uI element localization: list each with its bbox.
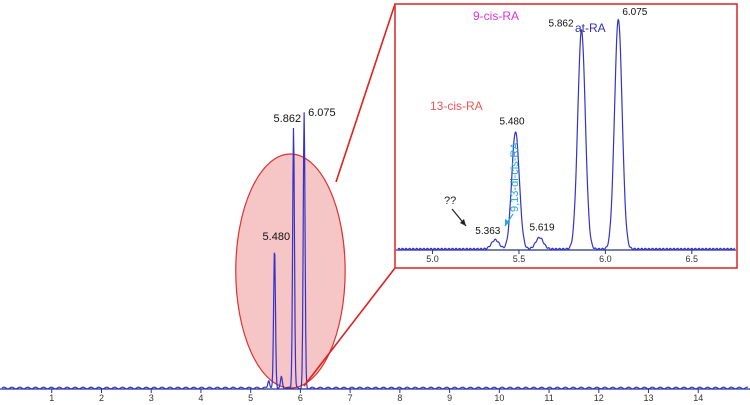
inset-chromatogram: 5.0 5.5 6.0 6.5 5.363 5.480 5.619 5.862 6.075 9… [394,3,738,269]
annotation-unknown-arrowhead [460,219,466,226]
inset-peak-label: 5.862 [549,19,574,30]
inset-x-tick-label: 6.0 [599,254,612,264]
main-x-ticks: 1 2 3 4 5 6 7 8 9 10 11 12 13 14 [49,389,703,403]
main-x-tick-label: 3 [149,393,154,403]
main-x-tick-label: 9 [447,393,452,403]
inset-peak-label: 6.075 [622,7,647,18]
main-x-tick-label: 2 [99,393,104,403]
main-x-tick-label: 4 [198,393,203,403]
inset-frame [394,3,738,269]
main-peak-label: 5.480 [263,231,291,243]
inset-x-tick-label: 6.5 [686,254,699,264]
inset-series-line [397,18,736,251]
main-x-tick-label: 5 [248,393,253,403]
main-peak-labels: 5.480 5.862 6.075 [263,107,336,243]
main-peak-label: 5.862 [274,113,302,125]
main-x-tick-label: 10 [494,393,504,403]
main-x-tick-label: 11 [544,393,553,403]
inset-x-ticks: 5.0 5.5 6.0 6.5 [426,250,698,264]
annotation-di-cis-arrowhead [505,219,510,226]
main-x-tick-label: 6 [298,393,303,403]
inset-x-tick-label: 5.5 [513,254,526,264]
zoom-connector-top [335,3,396,183]
annotation-at-ra: at-RA [575,21,606,35]
main-peak-label: 6.075 [308,107,336,119]
inset-peak-label: 5.363 [475,226,500,237]
main-x-tick-label: 1 [49,393,54,403]
main-x-tick-label: 13 [644,393,654,403]
zoom-connector-bottom [303,267,396,387]
annotation-13-cis-ra: 13-cis-RA [430,99,483,113]
inset-peak-label: 5.619 [530,223,555,234]
annotation-9-13-di-cis-ra: 9,13-di-cis-RA [509,142,521,212]
inset-peak-label: 5.480 [500,117,525,128]
main-x-tick-label: 14 [693,393,703,403]
main-series-line [1,112,749,390]
main-x-tick-label: 12 [594,393,604,403]
annotation-9-cis-ra: 9-cis-RA [473,9,519,23]
inset-peak-labels: 5.363 5.480 5.619 5.862 6.075 [475,7,648,237]
inset-x-tick-label: 5.0 [426,254,439,264]
main-x-tick-label: 8 [397,393,402,403]
annotation-unknown: ?? [444,195,456,207]
main-x-tick-label: 7 [348,393,353,403]
